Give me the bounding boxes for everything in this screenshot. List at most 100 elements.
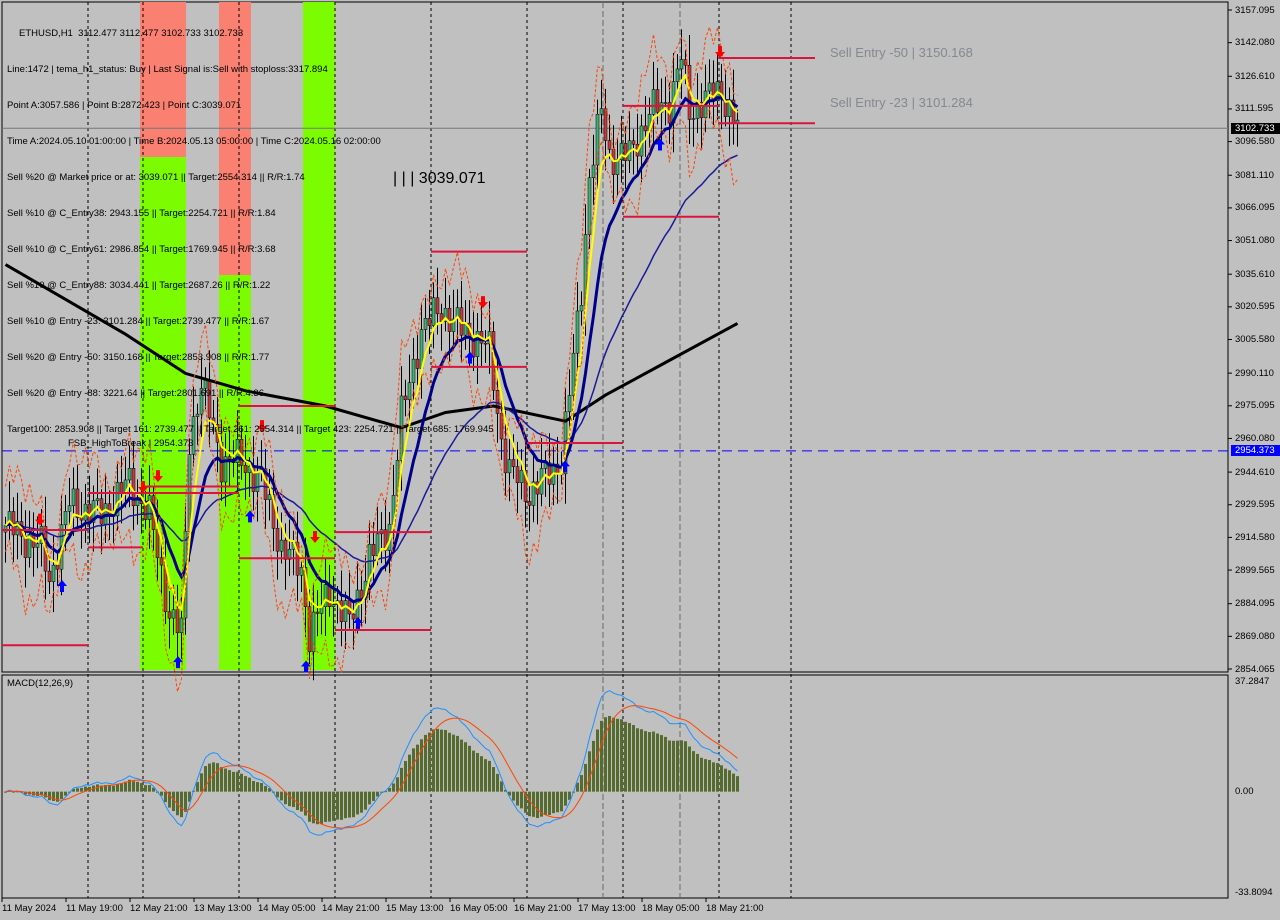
macd-histogram-bar xyxy=(632,725,635,792)
macd-histogram-bar xyxy=(260,782,263,792)
bull-candle xyxy=(571,352,576,396)
price-tick-label: 2854.065 xyxy=(1235,663,1275,675)
price-tick-label: 3111.595 xyxy=(1235,103,1274,115)
macd-histogram-bar xyxy=(588,751,591,792)
macd-histogram-bar xyxy=(320,791,323,825)
bear-candle xyxy=(547,462,552,485)
macd-histogram-bar xyxy=(256,782,259,792)
macd-histogram-bar xyxy=(204,766,207,792)
bear-candle xyxy=(523,470,528,502)
bull-candle xyxy=(411,358,416,383)
macd-histogram-bar xyxy=(504,789,507,792)
macd-histogram-bar xyxy=(520,791,523,809)
bull-candle xyxy=(675,68,680,82)
macd-histogram-bar xyxy=(704,759,707,792)
macd-histogram-bar xyxy=(112,785,115,792)
time-tick-label: 13 May 13:00 xyxy=(194,903,252,914)
macd-label: MACD(12,26,9) xyxy=(7,678,73,689)
bear-candle xyxy=(643,125,648,132)
buy-arrow-icon xyxy=(57,579,67,592)
bull-candle xyxy=(599,108,604,115)
macd-histogram-bar xyxy=(268,788,271,792)
macd-histogram-bar xyxy=(552,791,555,814)
macd-histogram-bar xyxy=(352,791,355,818)
macd-histogram-bar xyxy=(108,785,111,792)
bull-candle xyxy=(443,307,448,322)
bull-candle xyxy=(451,318,456,332)
bull-candle xyxy=(51,564,56,583)
macd-histogram-bar xyxy=(316,791,319,825)
bull-candle xyxy=(707,82,712,92)
bull-candle xyxy=(475,331,480,357)
bear-candle xyxy=(527,501,532,506)
macd-histogram-bar xyxy=(708,759,711,792)
bull-candle xyxy=(507,459,512,474)
macd-histogram-bar xyxy=(228,770,231,792)
buy-arrow-icon xyxy=(353,616,363,629)
buy-arrow-icon xyxy=(301,660,311,673)
macd-histogram-bar xyxy=(336,791,339,820)
macd-histogram-bar xyxy=(688,746,691,792)
macd-histogram-bar xyxy=(12,791,15,793)
symbol-ohlc: ETHUSD,H1 3112.477 3112.477 3102.733 310… xyxy=(19,28,244,39)
macd-histogram-bar xyxy=(692,751,695,792)
bull-candle xyxy=(519,470,524,483)
macd-histogram-bar xyxy=(328,791,331,822)
info-line: Sell %20 @ Entry -88: 3221.64 || Target:… xyxy=(7,388,264,399)
bear-candle xyxy=(167,611,172,619)
macd-histogram-bar xyxy=(660,735,663,792)
macd-histogram-bar xyxy=(308,791,311,822)
macd-histogram-bar xyxy=(536,791,539,819)
macd-histogram-bar xyxy=(564,791,567,806)
macd-histogram-bar xyxy=(624,721,627,792)
macd-histogram-bar xyxy=(160,791,163,796)
bull-candle xyxy=(195,413,200,417)
bear-candle xyxy=(315,611,320,614)
time-tick-label: 15 May 13:00 xyxy=(386,903,444,914)
bull-candle xyxy=(171,609,176,619)
bull-candle xyxy=(575,310,580,354)
macd-histogram-bar xyxy=(152,787,155,792)
bear-candle xyxy=(603,108,608,141)
macd-histogram-bar xyxy=(420,739,423,792)
price-tick-label: 2960.080 xyxy=(1235,432,1275,444)
bull-candle xyxy=(255,471,260,492)
price-tick-label: 2884.095 xyxy=(1235,598,1275,610)
time-tick-label: 18 May 21:00 xyxy=(706,903,764,914)
bull-candle xyxy=(71,488,76,506)
macd-histogram-bar xyxy=(720,765,723,792)
macd-histogram-bar xyxy=(88,786,91,792)
bull-candle xyxy=(95,498,100,501)
macd-histogram-bar xyxy=(52,791,55,801)
macd-histogram-bar xyxy=(128,779,131,792)
bull-candle xyxy=(651,89,656,115)
macd-histogram-bar xyxy=(124,781,127,792)
macd-histogram-bar xyxy=(76,788,79,792)
macd-histogram-bar xyxy=(652,731,655,792)
price-tick-label: 3142.080 xyxy=(1235,37,1275,49)
upper-band-line xyxy=(5,25,738,628)
macd-panel-frame xyxy=(1,674,1229,899)
macd-histogram-bar xyxy=(84,786,87,792)
bear-candle xyxy=(283,539,288,560)
bull-candle xyxy=(27,534,32,558)
info-line: Sell %10 @ C_Entry88: 3034.441 || Target… xyxy=(7,280,271,291)
macd-histogram-bar xyxy=(460,739,463,792)
bear-candle xyxy=(351,613,356,620)
macd-histogram-bar xyxy=(60,791,63,799)
macd-histogram-bar xyxy=(496,773,499,792)
macd-histogram-bar xyxy=(676,740,679,792)
macd-histogram-bar xyxy=(324,791,327,822)
macd-histogram-bar xyxy=(416,744,419,792)
macd-histogram-bar xyxy=(208,763,211,792)
ema-fast-line xyxy=(4,73,739,614)
bear-candle xyxy=(143,503,148,520)
ghost-sell-entry-23: Sell Entry -23 | 3101.284 xyxy=(830,95,973,110)
macd-histogram-bar xyxy=(500,781,503,792)
macd-histogram-bar xyxy=(448,732,451,792)
macd-histogram-bar xyxy=(24,791,27,795)
bear-candle xyxy=(511,459,516,467)
bull-candle xyxy=(15,521,20,536)
macd-histogram-bar xyxy=(348,791,351,818)
